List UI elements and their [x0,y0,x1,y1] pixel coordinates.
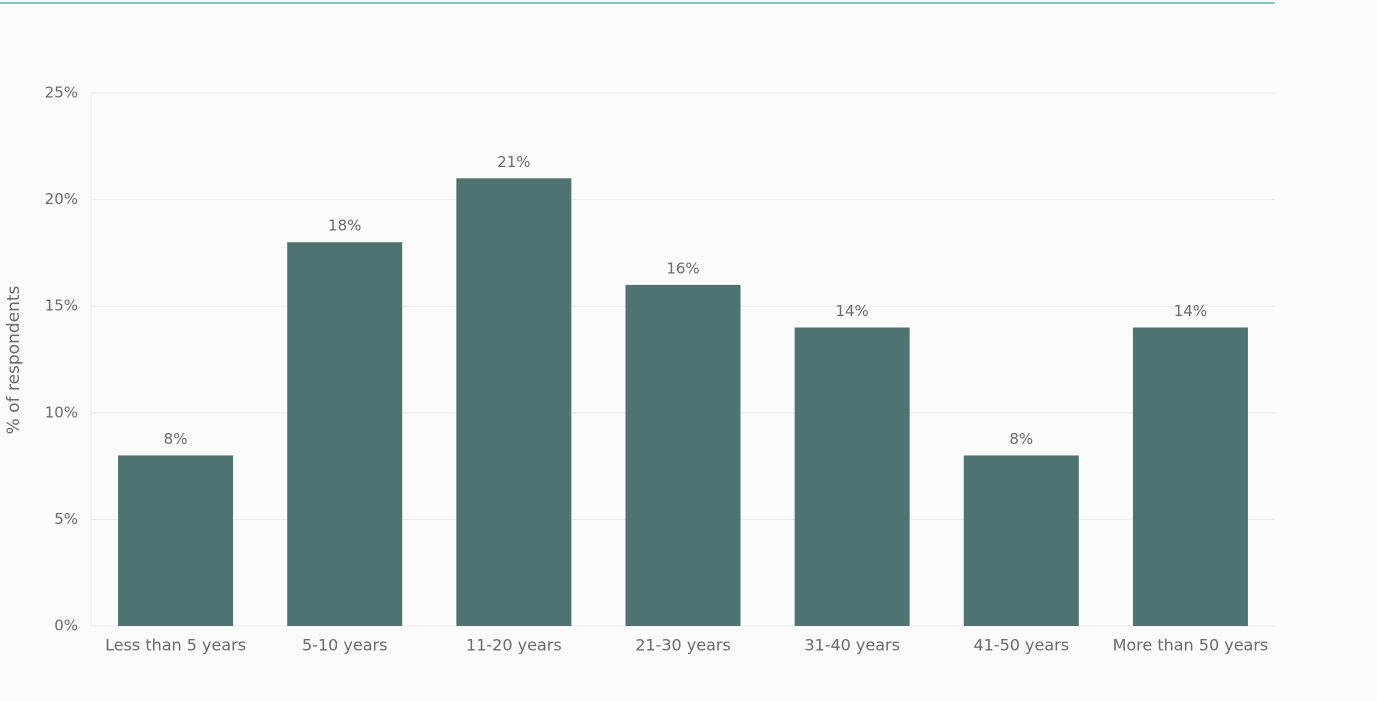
data-label: 8% [164,430,188,448]
y-tick-label: 15% [45,297,78,315]
bar [287,242,403,627]
data-label: 16% [666,259,699,277]
bar [963,455,1079,626]
x-tick-label: 11-20 years [466,636,562,655]
bar [794,327,910,626]
y-tick-label: 20% [45,190,78,208]
x-tick-label: 5-10 years [302,636,387,655]
bar [118,455,234,626]
bar [1132,327,1248,626]
bar [625,284,741,626]
data-label: 8% [1009,430,1033,448]
y-axis-label: % of respondents [4,285,24,434]
data-label: 21% [497,153,530,171]
data-label: 18% [328,217,361,235]
x-tick-label: 41-50 years [973,636,1069,655]
x-tick-label: More than 50 years [1113,636,1269,655]
x-tick-label: 21-30 years [635,636,731,655]
data-label: 14% [1174,302,1207,320]
y-tick-label: 5% [54,510,78,528]
bar [456,178,572,626]
x-tick-label: Less than 5 years [105,636,246,655]
data-label: 14% [835,302,868,320]
y-tick-label: 10% [45,403,78,421]
x-tick-label: 31-40 years [804,636,900,655]
y-tick-label: 25% [45,84,78,102]
y-tick-label: 0% [54,617,78,635]
